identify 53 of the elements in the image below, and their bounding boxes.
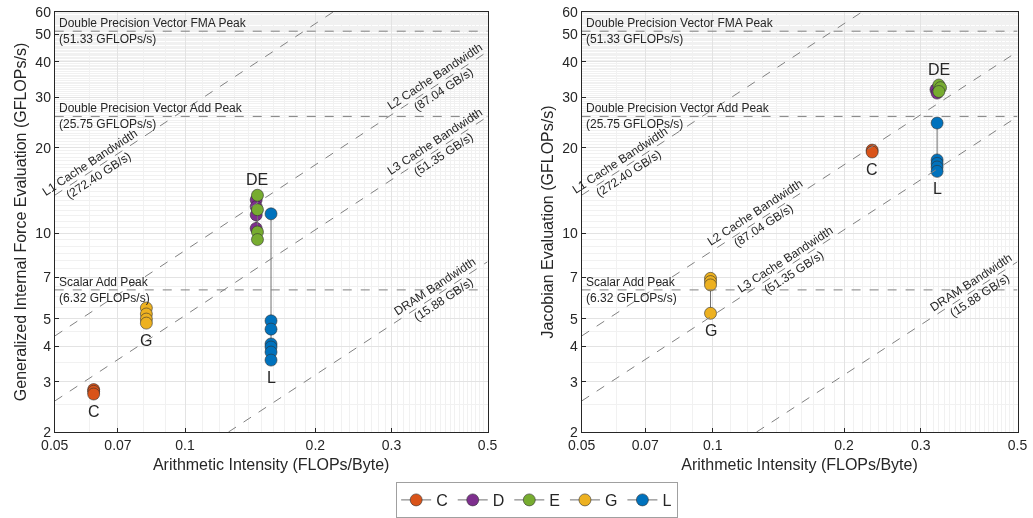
x-tick-label: 0.2 — [834, 436, 854, 453]
y-tick-label: 60 — [562, 3, 578, 20]
y-tick-label: 10 — [562, 225, 578, 242]
y-tick-label: 3 — [43, 373, 52, 390]
legend-label: C — [436, 492, 448, 510]
ref-line-label: Double Precision Vector Add Peak (25.75 GFLOPs/s) — [59, 101, 243, 131]
y-axis-title: Generalized Internal Force Evaluation (GFLOPs/s) — [12, 42, 30, 402]
y-tick-label: 20 — [562, 139, 578, 156]
x-tick-label: 0.2 — [305, 436, 326, 453]
annotation: DE — [246, 171, 269, 188]
y-tick-label: 40 — [35, 53, 52, 70]
annotation: L — [933, 180, 942, 197]
annotation: G — [705, 322, 718, 339]
y-axis-title: Jacobian Evaluation (GFLOPs/s) — [539, 105, 557, 339]
y-tick-label: 20 — [35, 139, 52, 156]
legend-label: E — [549, 492, 560, 510]
y-tick-label: 4 — [43, 338, 52, 355]
x-tick-label: 0.07 — [631, 436, 660, 453]
ref-line-label: Scalar Add Peak (6.32 GFLOPs/s) — [586, 275, 677, 305]
x-tick-label: 0.1 — [703, 436, 723, 453]
ref-line-label: Double Precision Vector FMA Peak (51.33 GFLOPs/s) — [59, 16, 247, 46]
y-tick-label: 4 — [569, 338, 578, 355]
y-tick-label: 3 — [569, 373, 578, 390]
ref-line-label: Double Precision Vector FMA Peak (51.33 GFLOPs/s) — [586, 16, 774, 46]
annotation: L — [267, 369, 276, 386]
y-tick-label: 7 — [43, 269, 52, 286]
y-tick-label: 7 — [569, 269, 578, 286]
y-tick-label: 30 — [562, 89, 578, 106]
annotation: C — [866, 161, 878, 178]
y-tick-label: 30 — [35, 89, 52, 106]
x-tick-label: 0.5 — [1007, 436, 1028, 453]
x-tick-label: 0.1 — [175, 436, 195, 453]
y-tick-label: 60 — [35, 3, 52, 20]
ref-line-label: Scalar Add Peak (6.32 GFLOPs/s) — [59, 275, 150, 305]
legend-label: G — [604, 492, 618, 510]
y-tick-label: 50 — [562, 26, 578, 43]
x-tick-label: 0.3 — [381, 436, 402, 453]
y-tick-label: 10 — [35, 225, 52, 242]
y-tick-label: 40 — [562, 53, 578, 70]
y-tick-label: 5 — [569, 310, 578, 327]
y-tick-label: 50 — [35, 26, 52, 43]
x-tick-label: 0.3 — [911, 436, 931, 453]
x-tick-label: 0.5 — [477, 436, 498, 453]
x-axis-title: Arithmetic Intensity (FLOPs/Byte) — [681, 455, 918, 473]
annotation: DE — [928, 61, 951, 78]
legend-label: D — [492, 492, 505, 510]
annotation: C — [88, 403, 100, 420]
y-tick-label: 5 — [43, 310, 52, 327]
ref-line-label: Double Precision Vector Add Peak (25.75 GFLOPs/s) — [586, 101, 770, 131]
x-axis-title: Arithmetic Intensity (FLOPs/Byte) — [152, 455, 390, 473]
x-tick-label: 0.07 — [104, 436, 132, 453]
annotation: G — [140, 332, 153, 349]
legend-label: L — [662, 492, 672, 510]
